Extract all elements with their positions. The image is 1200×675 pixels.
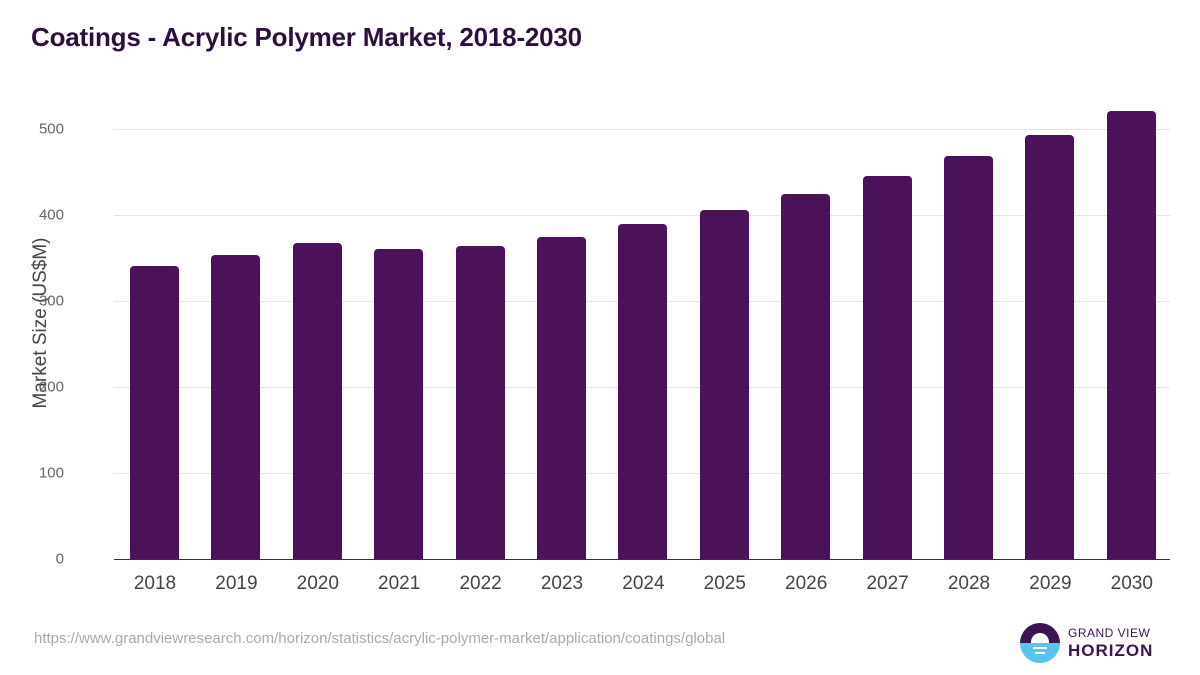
bar-2021[interactable] (374, 249, 424, 559)
y-tick-label: 400 (38, 206, 64, 224)
bar-2023[interactable] (537, 237, 586, 559)
x-tick-label: 2022 (459, 573, 502, 594)
bar-2029[interactable] (1025, 134, 1075, 559)
logo-text-horizon: HORIZON (1068, 641, 1154, 660)
bar-2026[interactable] (781, 193, 831, 559)
x-tick-label: 2018 (133, 573, 177, 594)
horizon-logo-icon (1020, 623, 1060, 663)
grand-view-horizon-logo[interactable]: GRAND VIEW HORIZON (1020, 623, 1180, 665)
plot-area: 0 100 200 300 400 500 2018 2019 2020 2021 2022 2023… (39, 111, 1170, 594)
bar-2024[interactable] (618, 224, 668, 559)
source-url[interactable]: https://www.grandviewresearch.com/horizo… (34, 630, 726, 647)
x-tick-label: 2019 (215, 573, 258, 594)
x-tick-label: 2021 (378, 573, 421, 594)
bar-2030[interactable] (1106, 111, 1156, 559)
bar-2019[interactable] (211, 255, 261, 559)
bar-2018[interactable] (130, 266, 179, 559)
bar-2027[interactable] (862, 175, 912, 559)
bar-2020[interactable] (292, 243, 342, 559)
gridline (114, 215, 1170, 216)
y-tick-label: 300 (38, 292, 64, 310)
y-tick-label: 500 (38, 120, 64, 138)
x-tick-label: 2029 (1029, 573, 1072, 594)
x-tick-label: 2028 (947, 573, 991, 594)
y-tick-label: 200 (38, 378, 64, 396)
x-tick-label: 2027 (866, 573, 909, 594)
chart-title: Coatings - Acrylic Polymer Market, 2018-… (31, 22, 582, 52)
gridline (114, 129, 1170, 130)
y-tick-label: 100 (38, 464, 64, 482)
bar-2022[interactable] (455, 246, 505, 559)
bar-2025[interactable] (699, 209, 749, 559)
x-tick-label: 2024 (622, 573, 665, 594)
x-axis-line (114, 559, 1170, 560)
x-tick-label: 2020 (296, 573, 339, 594)
x-tick-label: 2025 (703, 573, 746, 594)
y-tick-label: 0 (55, 550, 64, 568)
x-tick-label: 2030 (1110, 573, 1153, 594)
x-tick-label: 2026 (785, 573, 828, 594)
logo-text-grand-view: GRAND VIEW (1068, 626, 1151, 640)
bar-2028[interactable] (944, 155, 993, 559)
x-tick-label: 2023 (540, 573, 584, 594)
